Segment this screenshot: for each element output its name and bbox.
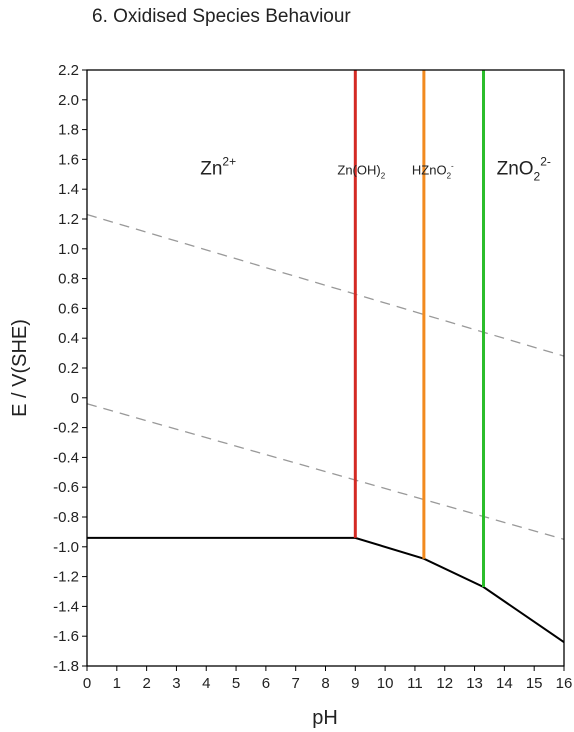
x-tick-label: 15 (526, 675, 543, 692)
y-tick-label: 2.0 (58, 92, 79, 109)
x-tick-label: 6 (262, 675, 270, 692)
x-tick-label: 1 (113, 675, 121, 692)
x-tick-label: 9 (351, 675, 359, 692)
y-tick-label: -0.8 (53, 509, 79, 526)
y-tick-label: 0 (71, 390, 79, 407)
y-tick-label: 1.0 (58, 241, 79, 258)
region-label-1: Zn2+ (200, 154, 236, 179)
x-axis-label: pH (312, 707, 338, 729)
y-tick-label: 0.4 (58, 330, 79, 347)
y-tick-label: 1.2 (58, 211, 79, 228)
x-tick-label: 10 (377, 675, 394, 692)
y-tick-label: -1.0 (53, 539, 79, 556)
y-axis-label: E / V(SHE) (9, 319, 31, 417)
y-tick-label: 0.2 (58, 360, 79, 377)
region-label-2: Zn(OH)2 (337, 162, 385, 180)
y-tick-label: 1.6 (58, 151, 79, 168)
y-tick-label: -0.2 (53, 420, 79, 437)
x-tick-label: 4 (202, 675, 210, 692)
x-tick-label: 8 (321, 675, 329, 692)
y-tick-label: -1.4 (53, 598, 79, 615)
y-tick-label: 0.6 (58, 300, 79, 317)
region-label-4: ZnO22- (497, 154, 551, 183)
x-tick-label: 14 (496, 675, 513, 692)
y-tick-label: -1.2 (53, 569, 79, 586)
x-tick-label: 3 (172, 675, 180, 692)
y-tick-label: 1.8 (58, 122, 79, 139)
x-tick-label: 12 (436, 675, 453, 692)
y-tick-label: -0.6 (53, 479, 79, 496)
series-line-water-lower (86, 403, 565, 540)
y-tick-label: 0.8 (58, 271, 79, 288)
y-tick-label: -1.8 (53, 658, 79, 675)
y-tick-label: 2.2 (58, 62, 79, 79)
x-tick-label: 16 (556, 675, 573, 692)
x-tick-label: 0 (83, 675, 91, 692)
series-line-water-upper (86, 213, 565, 357)
y-tick-label: 1.4 (58, 181, 79, 198)
x-tick-label: 2 (142, 675, 150, 692)
x-tick-label: 11 (407, 675, 423, 692)
y-tick-label: -1.6 (53, 628, 79, 645)
y-tick-label: -0.4 (53, 449, 79, 466)
x-tick-label: 5 (232, 675, 240, 692)
x-tick-label: 7 (292, 675, 300, 692)
region-label-3: HZnO2- (412, 161, 454, 180)
x-tick-label: 13 (466, 675, 483, 692)
plot-frame (86, 69, 565, 667)
chart-title: 6. Oxidised Species Behaviour (92, 6, 351, 27)
series-line-boundary (87, 536, 565, 643)
